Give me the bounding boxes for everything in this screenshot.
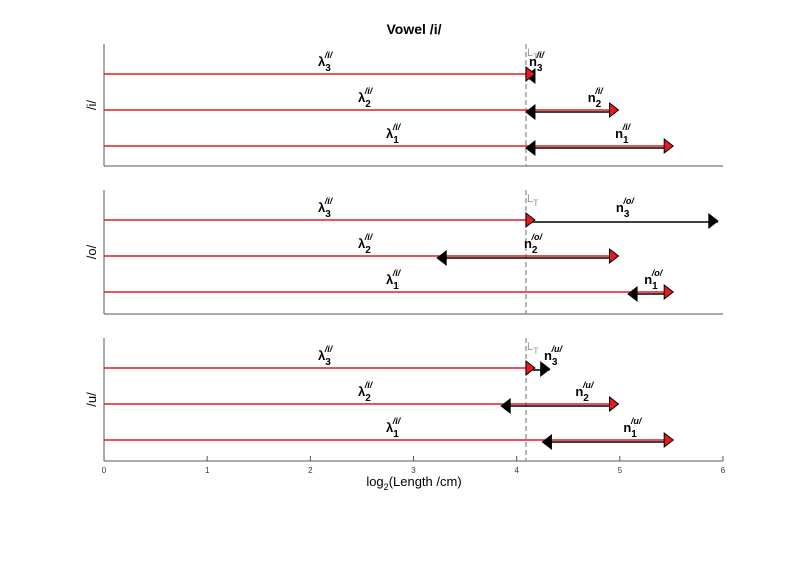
panel-ylabel: /u/ bbox=[84, 392, 99, 407]
n-label: n1/u/ bbox=[623, 416, 643, 440]
lambda-arrowhead-icon bbox=[609, 395, 620, 413]
lambda-label: λ2/i/ bbox=[358, 232, 374, 256]
x-tick-label: 3 bbox=[411, 466, 416, 475]
n-label: n2/u/ bbox=[575, 380, 595, 404]
lambda-arrowhead-icon bbox=[609, 247, 620, 265]
reference-line-label: LT bbox=[527, 47, 539, 62]
x-axis-label: log2(Length /cm) bbox=[366, 474, 461, 492]
n-label: n3/o/ bbox=[616, 196, 636, 220]
lambda-label: λ3/i/ bbox=[318, 344, 334, 368]
lambda-arrowhead-icon bbox=[609, 101, 620, 119]
arrowhead-left-icon bbox=[627, 285, 638, 303]
n-label: n3/i/ bbox=[529, 50, 546, 74]
arrowhead-right-icon bbox=[540, 360, 551, 378]
reference-line-label: LT bbox=[527, 341, 539, 356]
row-1: λ1/i/n1/i/ bbox=[104, 122, 675, 157]
n-label: n3/u/ bbox=[544, 344, 564, 368]
x-tick-label: 1 bbox=[205, 466, 210, 475]
arrowhead-left-icon bbox=[525, 139, 536, 157]
n-label: n2/o/ bbox=[524, 232, 544, 256]
n-label: n2/i/ bbox=[588, 86, 605, 110]
lambda-arrowhead-icon bbox=[525, 65, 536, 83]
reference-line-label: LT bbox=[527, 193, 539, 208]
n-label: n1/o/ bbox=[644, 268, 664, 292]
x-axis: 0 1 2 3 4 5 6 bbox=[102, 456, 726, 475]
lambda-label: λ2/i/ bbox=[358, 380, 374, 404]
lambda-arrowhead-icon bbox=[525, 359, 536, 377]
x-tick-label: 2 bbox=[308, 466, 313, 475]
row-1: λ1/i/n1/o/ bbox=[104, 268, 675, 303]
lambda-label: λ3/i/ bbox=[318, 196, 334, 220]
row-3: λ3/i/n3/u/ bbox=[104, 344, 564, 378]
lambda-label: λ3/i/ bbox=[318, 50, 334, 74]
n-label: n1/i/ bbox=[615, 122, 632, 146]
row-2: λ2/i/n2/i/ bbox=[104, 86, 620, 121]
row-3: λ3/i/n3/o/ bbox=[104, 196, 719, 230]
chart-title: Vowel /i/ bbox=[387, 21, 442, 37]
panel-ylabel: /o/ bbox=[84, 244, 99, 259]
x-tick-label: 4 bbox=[514, 466, 519, 475]
row-2: λ2/i/n2/u/ bbox=[104, 380, 620, 415]
lambda-label: λ2/i/ bbox=[358, 86, 374, 110]
x-tick-label: 5 bbox=[618, 466, 623, 475]
lambda-label: λ1/i/ bbox=[386, 268, 402, 292]
x-tick-label: 0 bbox=[102, 466, 107, 475]
arrowhead-left-icon bbox=[500, 397, 511, 415]
lambda-arrowhead-icon bbox=[663, 137, 675, 155]
row-3: λ3/i/n3/i/ bbox=[104, 50, 546, 85]
lambda-label: λ1/i/ bbox=[386, 416, 402, 440]
arrowhead-left-icon bbox=[541, 433, 552, 451]
lambda-arrowhead-icon bbox=[663, 283, 675, 301]
arrowhead-left-icon bbox=[525, 103, 536, 121]
panel-ylabel: /i/ bbox=[84, 100, 99, 111]
panels: /i/LTλ3/i/n3/i/λ2/i/n2/i/λ1/i/n1/i//o/LT… bbox=[84, 44, 723, 462]
row-1: λ1/i/n1/u/ bbox=[104, 416, 675, 451]
row-2: λ2/i/n2/o/ bbox=[104, 232, 620, 267]
lambda-label: λ1/i/ bbox=[386, 122, 402, 146]
arrowhead-left-icon bbox=[436, 249, 447, 267]
lambda-arrowhead-icon bbox=[663, 431, 675, 449]
x-tick-label: 6 bbox=[721, 466, 726, 475]
arrowhead-right-icon bbox=[708, 212, 719, 230]
lambda-arrowhead-icon bbox=[525, 211, 536, 229]
